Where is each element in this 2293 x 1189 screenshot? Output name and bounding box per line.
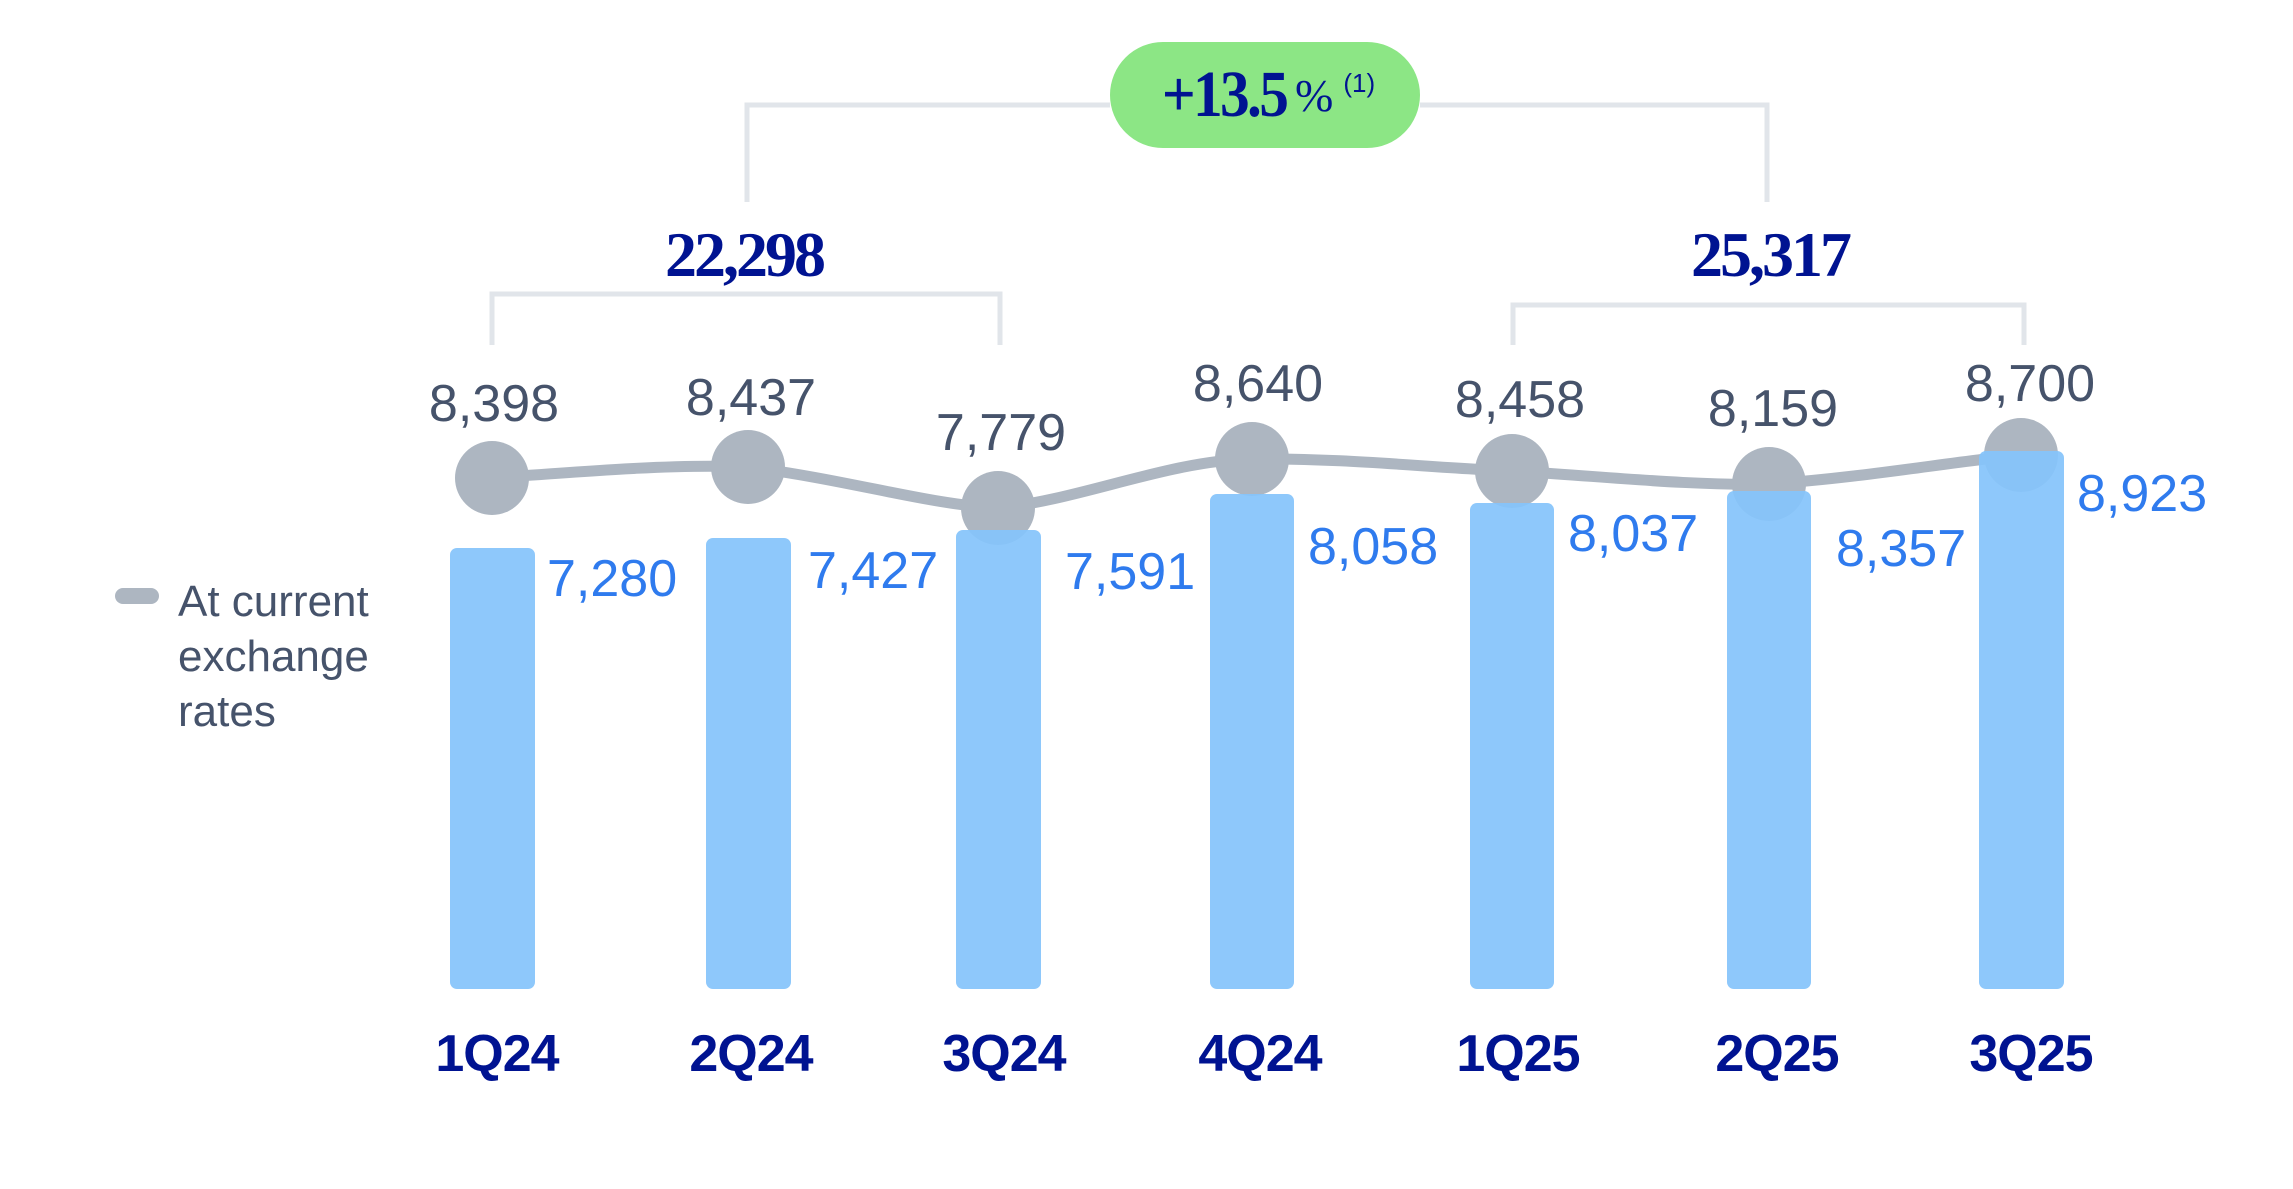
growth-value: +13.5 xyxy=(1161,58,1289,131)
growth-unit: % xyxy=(1295,69,1334,121)
line-point[interactable] xyxy=(1475,434,1549,508)
line-point[interactable] xyxy=(711,430,785,504)
total-2025: 25,317 xyxy=(1691,219,1852,290)
legend-label: At current exchange rates xyxy=(178,577,369,736)
bar[interactable] xyxy=(1210,494,1294,989)
x-axis-label: 3Q24 xyxy=(942,1025,1066,1083)
line-value-label: 8,159 xyxy=(1707,380,1839,438)
growth-badge: +13.5 % (1) xyxy=(1110,42,1420,148)
x-axis-label: 4Q24 xyxy=(1198,1025,1322,1083)
line-value-label: 8,458 xyxy=(1454,371,1586,429)
growth-footnote: (1) xyxy=(1343,68,1376,98)
bar-value-label: 7,427 xyxy=(808,542,939,600)
line-point[interactable] xyxy=(455,441,529,515)
total-bracket-2025 xyxy=(1510,302,2027,345)
bar-value-label: 8,058 xyxy=(1308,518,1439,576)
bar-value-label: 8,923 xyxy=(2077,465,2208,523)
x-axis-label: 2Q25 xyxy=(1715,1025,1839,1083)
line-value-label: 8,437 xyxy=(685,369,817,427)
x-axis-label: 3Q25 xyxy=(1969,1025,2093,1083)
line-value-label: 8,700 xyxy=(1964,355,2096,413)
line-value-label: 8,640 xyxy=(1192,355,1324,413)
x-axis-label: 2Q24 xyxy=(689,1025,813,1083)
bar[interactable] xyxy=(450,548,535,989)
bar[interactable] xyxy=(1470,503,1554,989)
bar[interactable] xyxy=(956,530,1041,989)
bar[interactable] xyxy=(1727,491,1811,989)
line-value-label: 7,779 xyxy=(935,404,1067,462)
total-2024: 22,298 xyxy=(665,219,826,290)
total-bracket-2024 xyxy=(489,291,1003,345)
bar-value-label: 8,037 xyxy=(1568,505,1699,563)
line-point[interactable] xyxy=(1215,422,1289,496)
growth-bracket xyxy=(744,102,1770,202)
x-axis-label: 1Q25 xyxy=(1456,1025,1580,1083)
line-point[interactable] xyxy=(961,471,1035,545)
x-axis-label: 1Q24 xyxy=(435,1025,559,1083)
bar-value-label: 7,280 xyxy=(547,550,678,608)
bar-value-label: 7,591 xyxy=(1065,543,1196,601)
line-value-label: 8,398 xyxy=(428,375,560,433)
bar[interactable] xyxy=(1979,451,2064,989)
bar[interactable] xyxy=(706,538,791,989)
line-series-current-fx xyxy=(455,418,2058,545)
bar-series-constant-fx xyxy=(450,451,2064,989)
legend-line-marker-icon xyxy=(115,588,159,604)
bar-value-label: 8,357 xyxy=(1836,520,1967,578)
